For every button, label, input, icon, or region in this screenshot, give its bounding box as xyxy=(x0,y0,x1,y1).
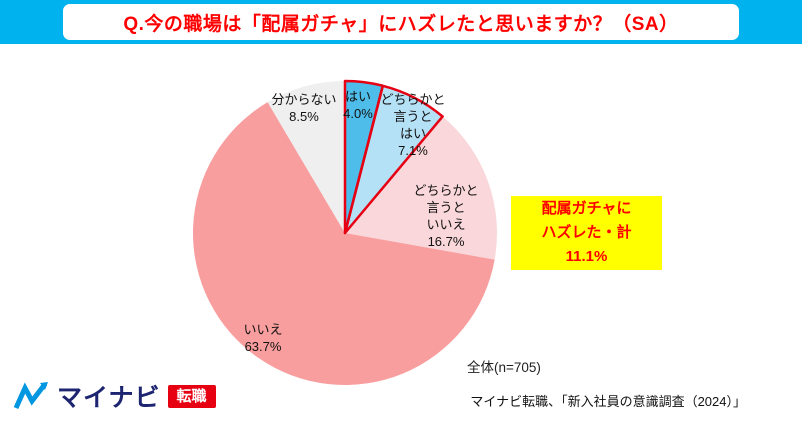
sample-size-note: 全体(n=705) xyxy=(467,360,541,375)
mynavi-logo-icon xyxy=(14,382,48,410)
highlight-callout: 配属ガチャに ハズレた・計 11.1% xyxy=(511,196,662,270)
pie-label-dochiraka-iie: どちらかと 言うと いいえ 16.7% xyxy=(413,183,479,250)
pie-label-dochiraka-hai: どちらかと 言うと はい 7.1% xyxy=(380,92,446,159)
page-title: Q.今の職場は「配属ガチャ」にハズレたと思いますか？（SA） xyxy=(123,13,679,35)
brand-logo: マイナビ 転職 xyxy=(14,378,216,414)
source-note: マイナビ転職、「新入社員の意識調査（2024）」 xyxy=(470,394,746,409)
brand-suffix-badge: 転職 xyxy=(167,384,216,408)
pie-label-wakaranai: 分からない 8.5% xyxy=(271,92,337,125)
brand-name: マイナビ xyxy=(57,384,161,412)
pie-label-hai: はい 4.0% xyxy=(343,89,373,122)
header-band: Q.今の職場は「配属ガチャ」にハズレたと思いますか？（SA） xyxy=(0,0,802,44)
title-box: Q.今の職場は「配属ガチャ」にハズレたと思いますか？（SA） xyxy=(63,4,739,40)
pie-label-iie: いいえ 63.7% xyxy=(243,322,283,355)
